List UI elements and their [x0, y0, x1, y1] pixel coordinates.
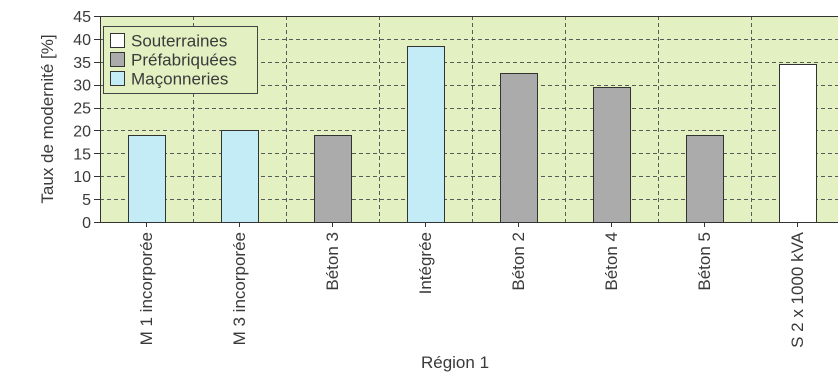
bar-integree	[407, 46, 445, 223]
x-tick-label: S 2 x 1000 kVA	[788, 231, 807, 348]
x-tick-label: Béton 3	[323, 232, 342, 291]
axes	[94, 16, 838, 227]
bar-beton-3	[314, 135, 352, 223]
y-tick-label: 5	[82, 192, 91, 209]
legend-box	[103, 26, 258, 94]
x-tick-labels: M 1 incorporée M 3 incorporée Béton 3 Intég…	[137, 231, 807, 348]
legend-item: Souterraines	[110, 32, 227, 51]
x-tick-label: M 1 incorporée	[137, 232, 156, 345]
y-tick-label: 25	[73, 101, 91, 118]
x-axis-title: Région 1	[421, 353, 489, 372]
legend-swatch	[110, 33, 125, 48]
y-tick-label: 15	[73, 146, 91, 163]
x-tick-label: Béton 2	[509, 232, 528, 291]
x-tick-label: M 3 incorporée	[230, 232, 249, 345]
bars	[128, 46, 817, 223]
legend-item: Préfabriquées	[110, 51, 237, 70]
bar-m-3-incorporee	[221, 130, 259, 223]
y-tick-label: 35	[73, 55, 91, 72]
y-tick-label: 30	[73, 78, 91, 95]
bar-s-2-x-1000-kva	[779, 64, 817, 223]
bar-beton-4	[593, 87, 631, 223]
x-tick-label: Béton 5	[695, 232, 714, 291]
x-tick-label: Intégrée	[416, 232, 435, 294]
y-tick-label: 20	[73, 123, 91, 140]
legend-label: Souterraines	[131, 32, 227, 51]
bar-beton-2	[500, 73, 538, 223]
y-tick-labels: 0 5 10 15 20 25 30 35 40 45	[73, 9, 91, 232]
x-tick-label: Béton 4	[602, 232, 621, 291]
y-tick-label: 40	[73, 32, 91, 49]
legend-swatch	[110, 71, 125, 86]
y-tick-label: 0	[82, 215, 91, 232]
y-tick-label: 10	[73, 169, 91, 186]
bar-m-1-incorporee	[128, 135, 166, 223]
bar-beton-5	[686, 135, 724, 223]
y-axis-title: Taux de modernité [%]	[38, 34, 57, 203]
legend-label: Maçonneries	[131, 70, 228, 89]
legend-swatch	[110, 52, 125, 67]
legend-item: Maçonneries	[110, 70, 228, 89]
y-tick-label: 45	[73, 9, 91, 26]
legend-label: Préfabriquées	[131, 51, 237, 70]
